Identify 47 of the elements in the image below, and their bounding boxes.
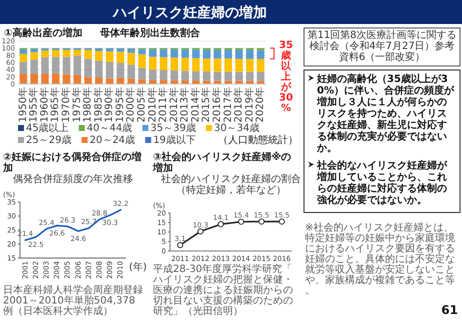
chart-title: ①高齢出産の増加	[4, 27, 82, 39]
x-tick-label: 2016年	[210, 87, 223, 122]
legend-label: 19歳以下	[153, 134, 196, 146]
text: 35歳以上が30%	[279, 40, 293, 114]
text: 平成28-30年度厚労科学研究「ハイリスク妊婦の把握と保健・医療の連携による妊娠期からの切れ目ない支援の構築のための研究」（光田信明）	[152, 263, 293, 317]
x-tick-label: 1950年	[16, 87, 29, 122]
x-axis-title: (年)	[129, 261, 147, 274]
text: 61	[441, 303, 458, 317]
x-tick-label: 2013年	[178, 87, 191, 122]
x-tick-label: 2010年	[146, 87, 158, 122]
x-tick-label: 2000年	[124, 87, 137, 122]
text: 第11回第8次医療計画等に関する検討会（令和4年7月27日）参考資料6（一部改変）	[307, 29, 457, 63]
text: 妊婦の高齢化（35歳以上が30%）に伴い、合併症の頻度が増加し３人に１人が何らかのリスクを持つため、ハイリスクな妊産婦、新生児に対応する体制の充実が必要ではないか。	[316, 73, 455, 154]
text: 社会的なハイリスク妊産婦が増加していることから、これらの妊産婦に対応する体制の強化が必要ではないか。	[316, 160, 448, 206]
legend-label: 25～29歳	[26, 134, 72, 146]
x-tick-label: 1955年	[28, 87, 40, 122]
text: 日本産科婦人科学会周産期登録2001～2010年単胎504,378例（日本医科大学作成）	[3, 284, 143, 317]
x-tick-label: 2014年	[189, 87, 202, 122]
x-tick-label: 1970年	[60, 87, 72, 122]
chart-subtitle: 偶発合併症頻度の年次推移	[13, 173, 133, 185]
legend-label: 30～34歳	[214, 122, 260, 134]
x-tick-label: 2018年	[232, 87, 245, 122]
x-tick-label: 1960年	[38, 87, 50, 122]
x-tick-label: 2017年	[222, 87, 234, 122]
x-tick-label: 1995年	[114, 87, 126, 122]
chart-subtitle: 社会的ハイリスク妊産婦の割合（特定妊婦，若年など）	[161, 173, 301, 196]
x-tick-label: 2015年	[200, 87, 212, 122]
text: ※社会的ハイリスク妊産婦とは、特定妊婦等の妊娠中から家庭環境におけるハイリスク要因を有する妊婦のこと。具体的には不安定な就労等収入基盤が安定しないことや、家族構成が複雑であること等。	[305, 222, 455, 296]
x-tick-label: 1965年	[49, 87, 62, 122]
text: （人口動態統計）	[218, 134, 298, 146]
legend-label: 20～24歳	[90, 134, 136, 146]
legend-label: 35～39歳	[150, 122, 196, 134]
legend-label: 45歳以上	[26, 122, 69, 134]
text: ハイリスク妊産婦の増加	[112, 4, 267, 21]
legend-label: 40～44歳	[86, 122, 132, 134]
x-tick-label: 2011年	[157, 87, 170, 122]
x-tick-label: 2012年	[168, 87, 180, 122]
chart-title: ③社会的ハイリスク妊産婦※の増加	[152, 151, 292, 174]
x-tick-label: 1985年	[92, 87, 104, 122]
x-tick-label: 2020年	[254, 87, 266, 122]
x-tick-label: 2005年	[136, 87, 148, 122]
x-tick-label: 1980年	[82, 87, 94, 122]
x-tick-label: 1975年	[70, 87, 83, 122]
x-tick-label: 1990年	[103, 87, 116, 122]
x-tick-label: 2019年	[243, 87, 256, 122]
chart-title: ②妊娠における偶発合併症の増加	[2, 151, 142, 174]
chart-subtitle: 母体年齢別出生数割合	[99, 27, 201, 39]
